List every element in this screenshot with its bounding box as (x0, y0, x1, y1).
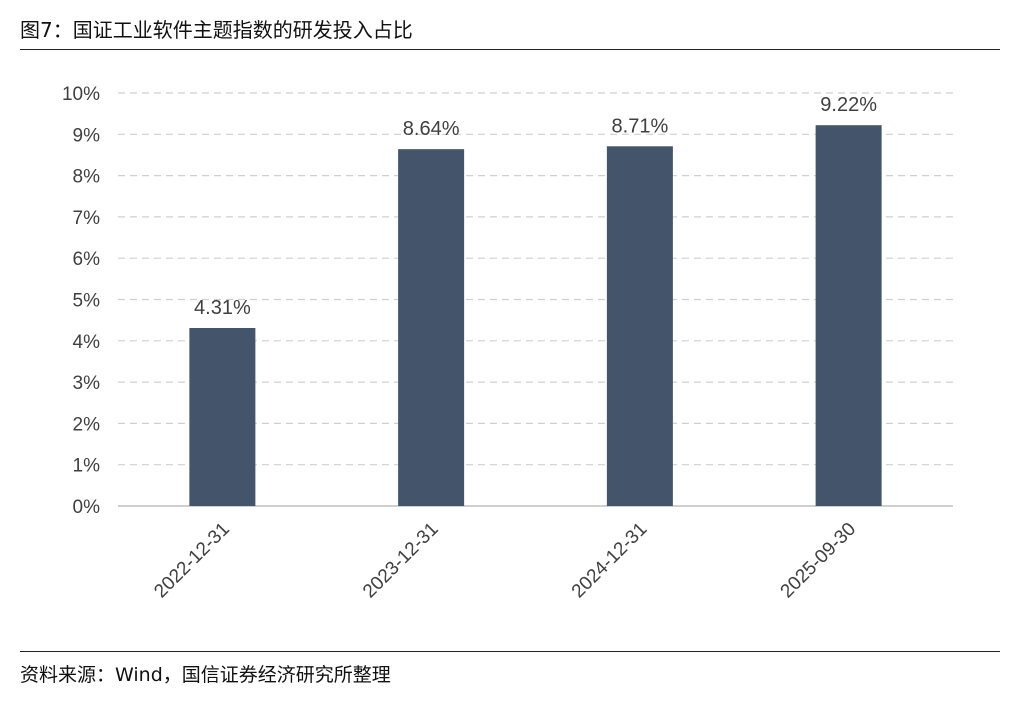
data-labels: 4.31% 8.64% 8.71% 9.22% (194, 94, 877, 319)
y-tick-label: 10% (62, 84, 100, 105)
y-tick-label: 5% (73, 291, 101, 312)
bars (189, 125, 882, 507)
source-divider (20, 651, 1000, 652)
y-axis-tick-labels: 0% 1% 2% 3% 4% 5% 6% 7% 8% 9% 10% (62, 84, 100, 518)
y-tick-label: 7% (73, 208, 101, 229)
bar-2022-12-31 (189, 327, 256, 506)
y-tick-label: 0% (73, 497, 101, 518)
bar-2023-12-31 (398, 149, 465, 506)
x-tick-label: 2025-09-30 (777, 519, 861, 603)
source-note: 资料来源：Wind，国信证券经济研究所整理 (20, 664, 391, 686)
y-tick-label: 9% (73, 125, 101, 146)
title-divider (20, 49, 1000, 50)
rd-ratio-bar-chart: 0% 1% 2% 3% 4% 5% 6% 7% 8% 9% 10% 4.31% 8.64% 8.71% 9… (62, 84, 953, 603)
bar-2025-09-30 (815, 125, 882, 507)
data-label: 8.71% (612, 115, 669, 137)
y-tick-label: 6% (73, 249, 101, 270)
y-tick-label: 3% (73, 373, 101, 394)
y-tick-label: 4% (73, 332, 101, 353)
y-tick-label: 2% (73, 414, 101, 435)
data-label: 4.31% (194, 297, 251, 319)
data-label: 9.22% (820, 94, 877, 116)
x-tick-label: 2024-12-31 (568, 519, 652, 603)
bar-2024-12-31 (606, 146, 673, 507)
x-tick-label: 2023-12-31 (359, 519, 443, 603)
data-label: 8.64% (403, 118, 460, 140)
y-tick-label: 1% (73, 456, 101, 477)
x-tick-label: 2022-12-31 (150, 519, 234, 603)
figure-title: 图7：国证工业软件主题指数的研发投入占比 (20, 18, 413, 42)
x-axis-tick-labels: 2022-12-31 2023-12-31 2024-12-31 2025-09-30 (150, 519, 860, 603)
y-tick-label: 8% (73, 167, 101, 188)
